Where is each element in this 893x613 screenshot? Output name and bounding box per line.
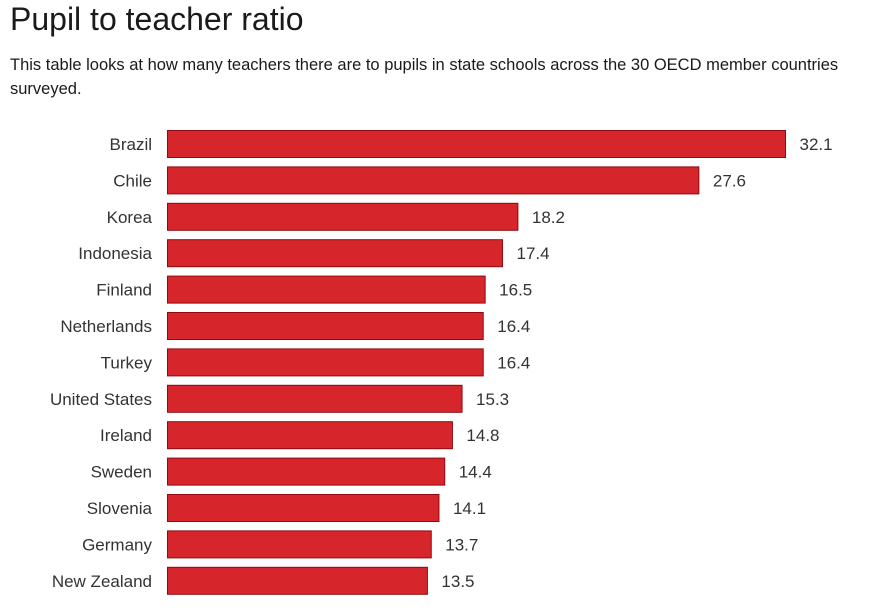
value-label-turkey: 16.4 [497,353,530,372]
value-label-slovenia: 14.1 [453,499,486,518]
bar-turkey [167,348,484,377]
value-label-brazil: 32.1 [800,135,833,154]
category-label-finland: Finland [96,281,152,300]
value-label-chile: 27.6 [713,171,746,190]
bar-new-zealand [167,566,428,595]
bar-united-states [167,384,463,413]
bar-finland [167,275,486,304]
category-label-germany: Germany [82,535,152,554]
category-label-chile: Chile [113,171,152,190]
value-label-sweden: 14.4 [459,463,492,482]
category-label-indonesia: Indonesia [78,244,152,263]
category-label-sweden: Sweden [91,463,152,482]
value-label-netherlands: 16.4 [497,317,530,336]
category-label-korea: Korea [107,208,153,227]
bar-germany [167,530,432,559]
category-label-brazil: Brazil [109,135,152,154]
value-label-united-states: 15.3 [476,390,509,409]
category-label-ireland: Ireland [100,426,152,445]
bar-ireland [167,421,453,450]
category-label-slovenia: Slovenia [87,499,153,518]
category-label-new-zealand: New Zealand [52,572,152,591]
bar-slovenia [167,494,440,522]
value-label-indonesia: 17.4 [516,244,549,263]
chart-subtitle: This table looks at how many teachers th… [10,56,839,98]
bar-netherlands [167,312,484,340]
bar-brazil [167,130,786,158]
value-label-finland: 16.5 [499,281,532,300]
category-label-netherlands: Netherlands [60,317,152,336]
bar-chile [167,166,700,195]
value-label-korea: 18.2 [532,208,565,227]
bar-korea [167,202,519,231]
value-label-new-zealand: 13.5 [441,572,474,591]
value-label-germany: 13.7 [445,535,478,554]
value-label-ireland: 14.8 [466,426,499,445]
bar-sweden [167,457,446,486]
category-label-turkey: Turkey [101,353,153,372]
chart-title: Pupil to teacher ratio [10,1,304,37]
bar-indonesia [167,239,503,268]
category-label-united-states: United States [50,390,152,409]
